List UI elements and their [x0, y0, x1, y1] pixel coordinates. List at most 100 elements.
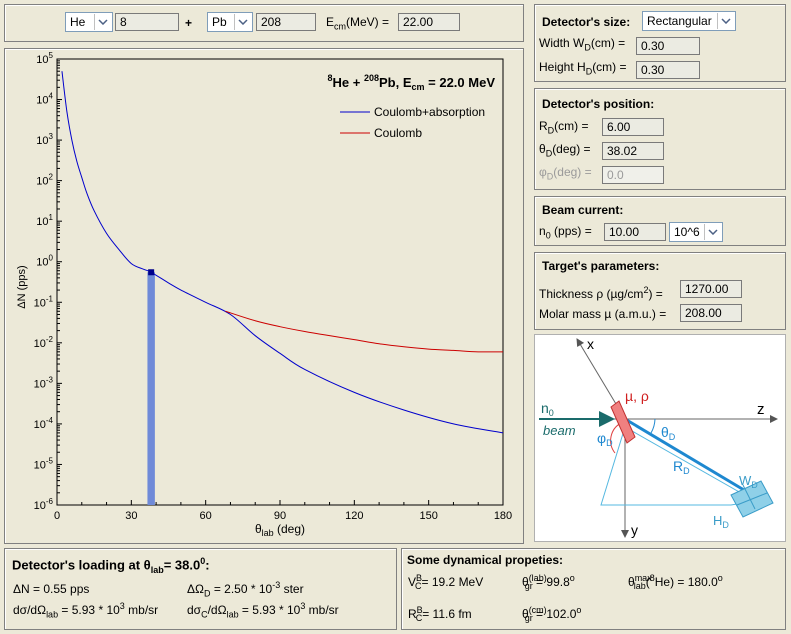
chevron-down-icon[interactable]	[704, 224, 721, 240]
vc-value: VBC= 19.2 MeV	[408, 573, 484, 592]
phi-label: φD(deg) =	[539, 165, 592, 182]
x-tick-label: 30	[125, 510, 137, 522]
detector-position-title: Detector's position:	[542, 97, 655, 111]
theta-max-value: θmaxlab(8He) = 180.0o	[628, 573, 723, 592]
x-tick-label: 60	[200, 510, 212, 522]
domega-value: ΔΩD = 2.50 * 10-3 ster	[187, 580, 304, 599]
geometry-diagram: x z y n0 beam µ, ρ θD φD RD WD HD	[534, 334, 786, 542]
y-tick-label: 10-2	[34, 335, 54, 350]
detector-shape-select[interactable]: Rectangular	[642, 11, 736, 31]
y-axis-label: y	[631, 522, 638, 538]
dn-value: ΔN = 0.55 pps	[13, 582, 90, 596]
x-axis-label: x	[587, 336, 594, 352]
y-tick-label: 104	[36, 92, 53, 107]
beam-current-title: Beam current:	[542, 203, 624, 217]
loading-title: Detector's loading at θlab= 38.00:	[12, 556, 210, 575]
theta-label: θD(deg) =	[539, 142, 591, 159]
phi-arc	[610, 422, 622, 454]
width-label: Width WD(cm) =	[539, 36, 626, 53]
molar-mass-field[interactable]: 208.00	[680, 304, 742, 322]
dsig-value: dσ/dΩlab = 5.93 * 103 mb/sr	[13, 601, 159, 620]
dynamical-properties-panel: Some dynamical propeties: VBC= 19.2 MeV …	[401, 548, 786, 630]
y-tick-label: 10-6	[34, 497, 54, 512]
series-line-1	[225, 310, 504, 353]
x-tick-label: 90	[274, 510, 286, 522]
beam-label: beam	[543, 423, 576, 438]
theta-field[interactable]: 38.02	[602, 142, 664, 160]
width-field[interactable]: 0.30	[636, 37, 700, 55]
target-parameters-panel: Target's parameters: Thickness ρ (µg/cm2…	[534, 252, 786, 330]
y-tick-label: 10-5	[34, 456, 54, 471]
h-d-label: HD	[713, 513, 729, 530]
w-d-label: WD	[739, 473, 758, 490]
target-element-select[interactable]: Pb	[207, 12, 253, 32]
n0-label: n0 (pps) =	[539, 224, 592, 241]
beam-current-panel: Beam current: n0 (pps) = 10.00 10^6	[534, 196, 786, 246]
plus-sign: +	[185, 16, 193, 30]
r-label: RD(cm) =	[539, 119, 589, 136]
z-axis-label: z	[757, 401, 765, 418]
thickness-field[interactable]: 1270.00	[680, 280, 742, 298]
detector-loading-panel: Detector's loading at θlab= 38.00: ΔN = …	[4, 548, 397, 630]
chevron-down-icon[interactable]	[717, 13, 734, 29]
y-tick-label: 10-4	[34, 416, 54, 431]
theta-gr-lab-value: θ(lab)gr = 99.8o	[522, 573, 575, 592]
phi-d-label: φD	[597, 430, 613, 448]
y-tick-label: 10-3	[34, 375, 54, 390]
multiplier-value: 10^6	[674, 225, 700, 239]
n0-field[interactable]: 10.00	[604, 223, 666, 241]
dsigc-value: dσC/dΩlab = 5.93 * 103 mb/sr	[187, 601, 339, 620]
chart-panel: 105 104 103 102 101 100 10-1 10-2 10-3 10-4 10-5 10…	[4, 48, 524, 544]
reaction-bar: He 8 + Pb 208 Ecm(MeV) = 22.00	[4, 4, 524, 42]
dynamical-title: Some dynamical propeties:	[407, 553, 564, 567]
detector-position-panel: Detector's position: RD(cm) = 6.00 θD(de…	[534, 88, 786, 190]
plot-area	[56, 58, 504, 506]
phi-field: 0.0	[602, 166, 664, 184]
detector-shape-value: Rectangular	[647, 14, 712, 28]
target-parameters-title: Target's parameters:	[542, 259, 660, 273]
x-tick-label: 150	[419, 510, 437, 522]
y-tick-label: 10-1	[34, 294, 54, 309]
multiplier-select[interactable]: 10^6	[669, 222, 723, 242]
projectile-mass-field[interactable]: 8	[115, 13, 179, 31]
theta-gr-cm-value: θ(cm)gr = 102.0o	[522, 605, 582, 624]
projectile-element-select[interactable]: He	[65, 12, 113, 32]
y-tick-label: 100	[36, 254, 53, 269]
legend-label-coulomb-absorption: Coulomb+absorption	[374, 105, 485, 119]
x-tick-label: 120	[345, 510, 363, 522]
r-field[interactable]: 6.00	[602, 118, 664, 136]
x-axis-label: θlab (deg)	[255, 522, 305, 538]
detector-marker-point	[148, 269, 155, 276]
y-tick-label: 105	[36, 51, 53, 66]
legend-label-coulomb: Coulomb	[374, 126, 422, 140]
detector-size-title: Detector's size:	[542, 15, 631, 29]
y-axis-label: ΔN (pps)	[16, 265, 28, 308]
detector-size-panel: Detector's size: Rectangular Width WD(cm…	[534, 4, 786, 82]
molar-mass-label: Molar mass µ (a.m.u.) =	[539, 307, 667, 321]
theta-arc	[650, 418, 656, 434]
detector-marker-bar	[147, 272, 155, 505]
target-foil	[610, 400, 636, 444]
cross-section-chart: 105 104 103 102 101 100 10-1 10-2 10-3 10-4 10-5 10…	[16, 51, 512, 538]
height-field[interactable]: 0.30	[636, 61, 700, 79]
x-tick-label: 0	[54, 510, 60, 522]
thickness-label: Thickness ρ (µg/cm2) =	[539, 285, 663, 301]
y-tick-label: 102	[36, 173, 53, 188]
r-vector	[624, 417, 750, 495]
n0-label: n0	[541, 400, 554, 418]
y-tick-label: 103	[36, 132, 53, 147]
mu-rho-label: µ, ρ	[625, 388, 649, 404]
y-tick-label: 101	[36, 213, 53, 228]
chart-title: 8He + 208Pb, Ecm = 22.0 MeV	[328, 73, 496, 92]
chevron-down-icon[interactable]	[234, 14, 251, 30]
ecm-field[interactable]: 22.00	[398, 13, 460, 31]
theta-d-label: θD	[661, 424, 676, 442]
target-mass-field[interactable]: 208	[256, 13, 316, 31]
geometry-svg: x z y n0 beam µ, ρ θD φD RD WD HD	[539, 336, 778, 538]
target-element-value: Pb	[212, 15, 227, 29]
x-tick-label: 180	[494, 510, 512, 522]
r-d-label: RD	[673, 458, 690, 476]
rc-value: RBC= 11.6 fm	[408, 605, 472, 624]
chevron-down-icon[interactable]	[94, 14, 111, 30]
ecm-label: Ecm(MeV) =	[326, 15, 390, 32]
